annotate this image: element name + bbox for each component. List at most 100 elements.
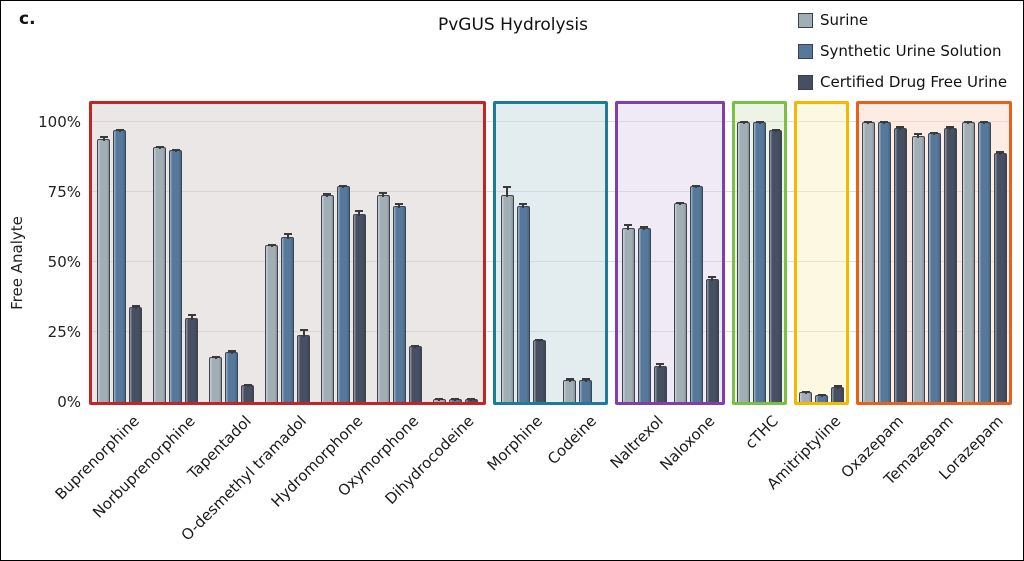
error-bar [299,329,308,337]
bar [961,120,975,402]
plot-area [89,101,1012,405]
y-axis-title: Free Analyte [8,216,26,310]
bar [705,276,719,402]
box-orange [856,101,1012,405]
bar [861,120,875,402]
bar [376,192,390,402]
gridline [618,331,722,332]
y-tick-label: 50% [47,253,81,271]
bar [621,224,635,402]
bar [241,383,255,402]
bar [320,193,334,402]
error-bar [187,313,196,320]
box-green [732,101,787,405]
bar [265,243,278,402]
bar [185,313,199,402]
bar [432,397,446,402]
bar [673,201,687,402]
bar [129,305,143,402]
bar [225,350,239,402]
box-red [89,101,486,405]
bar [297,329,310,402]
bar-group [427,104,483,402]
gridline [797,261,846,262]
bar [769,128,782,402]
y-tick-label: 0% [57,393,81,411]
error-bar [451,397,460,402]
error-bar [155,145,164,150]
bar-group [670,104,722,402]
error-bar [243,383,252,388]
legend-swatch-icon [798,74,813,90]
error-bar [395,203,404,208]
error-bar [692,184,700,189]
bar [993,151,1007,402]
error-bar [708,276,716,281]
gridline [797,121,846,122]
error-bar [355,210,364,217]
error-bar [676,201,684,206]
error-bar [211,355,220,360]
chart-title: PvGUS Hydrolysis [438,15,588,35]
bar [209,355,223,402]
gridline [797,331,846,332]
bar-group [260,104,316,402]
legend-label: Synthetic Urine Solution [820,42,1002,60]
panel-letter: c. [19,9,36,29]
error-bar [131,305,140,309]
bar [448,397,462,402]
bar [977,120,991,402]
error-bar [411,344,420,348]
x-tick-label: Naloxone [656,412,719,474]
bar-group [92,104,148,402]
error-bar [115,128,124,133]
bar-group [371,104,427,402]
error-bar [801,390,810,395]
error-bar [980,120,988,124]
gridline [618,191,722,192]
error-bar [739,120,748,124]
error-bar [467,397,476,402]
bar [653,362,667,402]
bar [336,184,350,402]
gridline [496,261,605,262]
bar [532,338,546,402]
gridline [496,191,605,192]
legend-swatch-icon [798,12,813,28]
gridline [618,121,722,122]
bar-group [551,104,606,402]
bar [943,126,957,402]
bar [352,210,366,402]
error-bar [267,243,276,248]
bar [563,378,577,402]
error-bar [656,362,664,368]
gridline [92,191,483,192]
bar [408,344,422,402]
bar [500,186,514,402]
bar [281,232,294,402]
gridline [496,331,605,332]
bar [799,390,812,402]
bar-group [496,104,551,402]
error-bar [323,193,332,197]
error-bar [640,225,648,231]
bar [877,120,891,402]
legend-label: Surine [820,11,869,29]
error-bar [99,136,108,141]
bar [815,393,828,402]
box-yellow [794,101,849,405]
gridline [618,261,722,262]
error-bar [930,131,938,136]
y-tick-label: 75% [47,183,81,201]
legend-item: Synthetic Urine Solution [798,40,1007,62]
bar-group [204,104,260,402]
bar-group [959,104,1009,402]
error-bar [339,184,348,189]
error-bar [946,126,954,130]
legend-item: Surine [798,9,1007,31]
error-bar [896,126,904,130]
box-teal [493,101,608,405]
bar [689,184,703,402]
bar [392,203,406,402]
